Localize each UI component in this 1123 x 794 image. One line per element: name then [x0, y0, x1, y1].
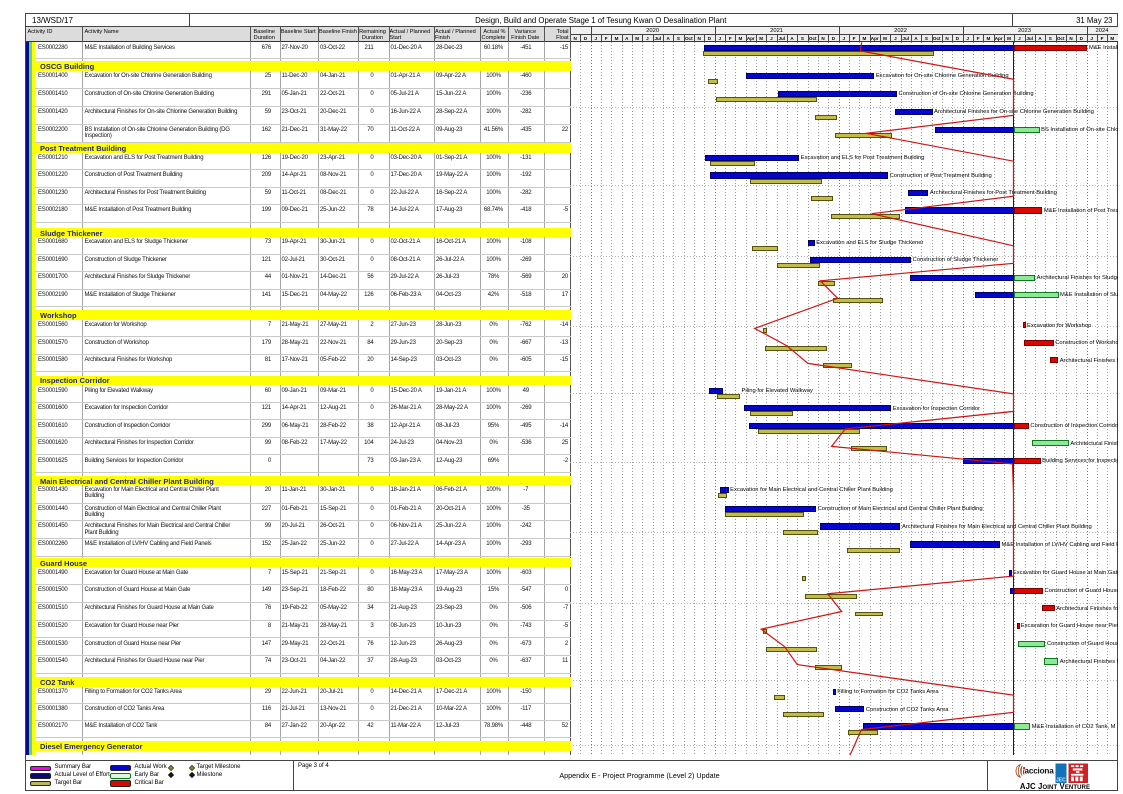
svg-text:JEC: JEC: [1056, 778, 1066, 784]
svg-text:acciona: acciona: [1025, 767, 1055, 776]
